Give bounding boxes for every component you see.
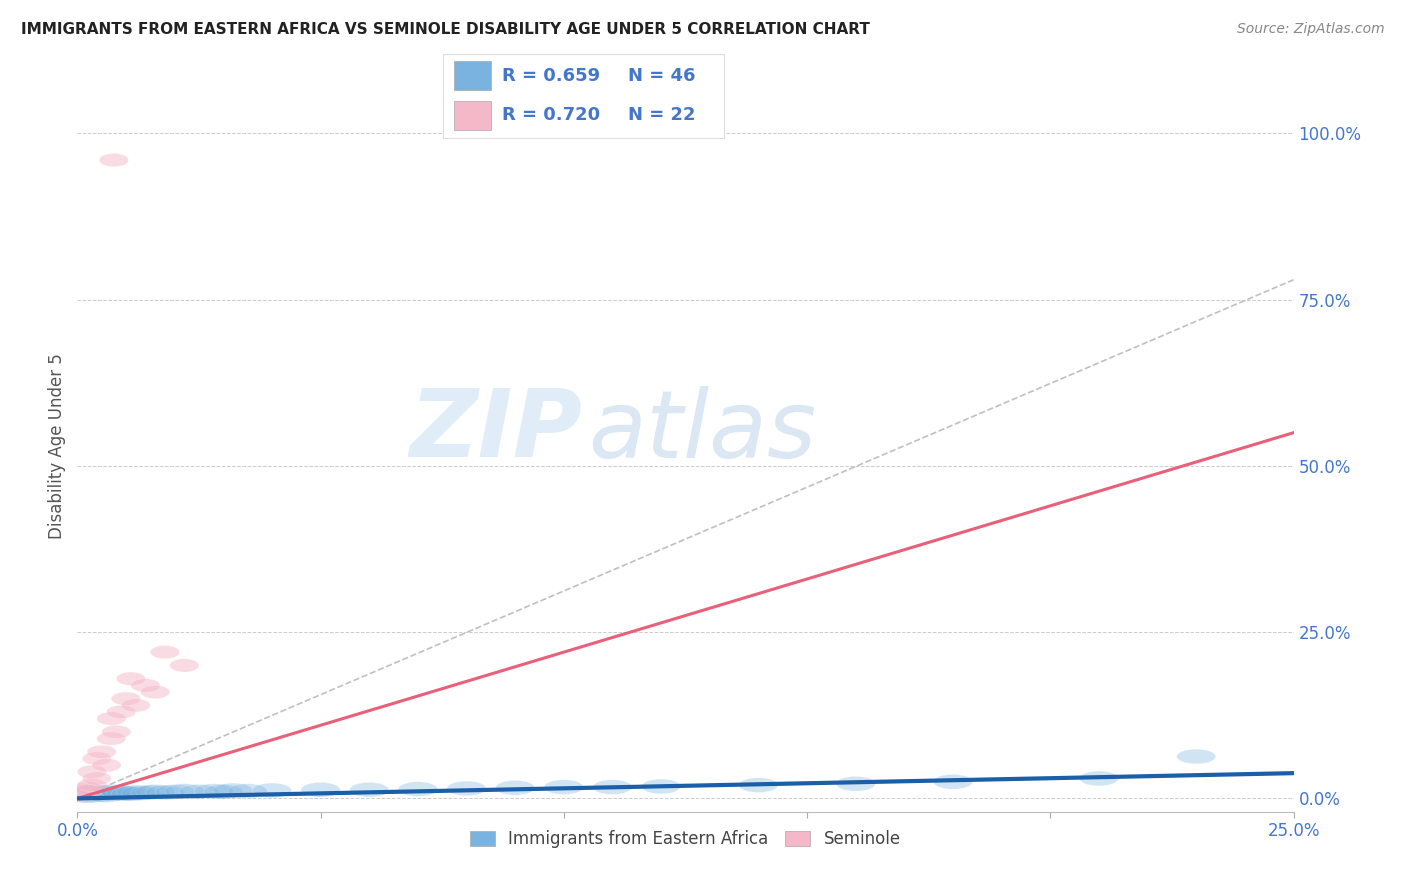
Ellipse shape [87,788,127,803]
Ellipse shape [73,781,101,795]
Text: Source: ZipAtlas.com: Source: ZipAtlas.com [1237,22,1385,37]
Text: IMMIGRANTS FROM EASTERN AFRICA VS SEMINOLE DISABILITY AGE UNDER 5 CORRELATION CH: IMMIGRANTS FROM EASTERN AFRICA VS SEMINO… [21,22,870,37]
Ellipse shape [73,785,101,798]
Ellipse shape [82,785,121,800]
Text: R = 0.720: R = 0.720 [502,106,600,124]
Ellipse shape [165,784,204,798]
Ellipse shape [117,672,145,685]
Ellipse shape [111,692,141,706]
Ellipse shape [87,786,127,800]
Ellipse shape [136,784,174,799]
Ellipse shape [82,752,111,765]
Ellipse shape [82,772,111,785]
Text: ZIP: ZIP [409,385,582,477]
Ellipse shape [107,786,145,800]
Text: atlas: atlas [588,386,817,477]
Ellipse shape [101,787,141,801]
Ellipse shape [97,786,136,800]
Legend: Immigrants from Eastern Africa, Seminole: Immigrants from Eastern Africa, Seminole [464,823,907,855]
FancyBboxPatch shape [454,62,491,90]
Ellipse shape [1177,749,1216,764]
Ellipse shape [77,787,117,802]
Ellipse shape [301,782,340,797]
Text: N = 46: N = 46 [628,67,696,85]
Ellipse shape [82,787,121,802]
Text: N = 22: N = 22 [628,106,696,124]
Ellipse shape [63,786,101,800]
Ellipse shape [107,706,136,719]
Ellipse shape [97,712,127,725]
FancyBboxPatch shape [454,101,491,130]
Ellipse shape [67,789,107,803]
Ellipse shape [194,784,233,798]
Ellipse shape [170,659,200,672]
Ellipse shape [121,698,150,712]
Ellipse shape [141,685,170,698]
Ellipse shape [77,765,107,779]
Ellipse shape [91,758,121,772]
Y-axis label: Disability Age Under 5: Disability Age Under 5 [48,353,66,539]
Ellipse shape [131,679,160,692]
Ellipse shape [91,784,131,799]
Ellipse shape [180,784,218,799]
Ellipse shape [350,782,388,797]
Ellipse shape [131,785,170,800]
Ellipse shape [1080,772,1118,786]
Ellipse shape [145,785,184,800]
Ellipse shape [837,776,875,791]
Ellipse shape [740,778,778,792]
Ellipse shape [97,732,127,745]
Ellipse shape [67,787,97,800]
Ellipse shape [111,787,150,801]
Ellipse shape [73,788,111,803]
Ellipse shape [398,781,437,797]
Ellipse shape [101,725,131,739]
Ellipse shape [253,783,291,797]
Ellipse shape [204,784,243,799]
Ellipse shape [77,786,117,800]
Ellipse shape [67,785,107,800]
Ellipse shape [77,779,107,792]
Ellipse shape [100,153,128,167]
Ellipse shape [117,785,155,800]
Ellipse shape [544,780,583,795]
Ellipse shape [91,787,131,801]
Ellipse shape [447,781,486,796]
Ellipse shape [67,789,97,802]
Ellipse shape [121,786,160,800]
Ellipse shape [150,646,180,659]
Ellipse shape [73,787,111,801]
Ellipse shape [228,784,267,798]
Text: R = 0.659: R = 0.659 [502,67,600,85]
Ellipse shape [63,788,101,803]
Ellipse shape [934,774,973,789]
Ellipse shape [87,745,117,758]
Ellipse shape [593,780,631,795]
Ellipse shape [496,780,534,795]
Ellipse shape [641,779,681,794]
Ellipse shape [214,783,253,797]
Ellipse shape [101,785,141,800]
Ellipse shape [155,784,194,799]
Ellipse shape [73,784,111,799]
